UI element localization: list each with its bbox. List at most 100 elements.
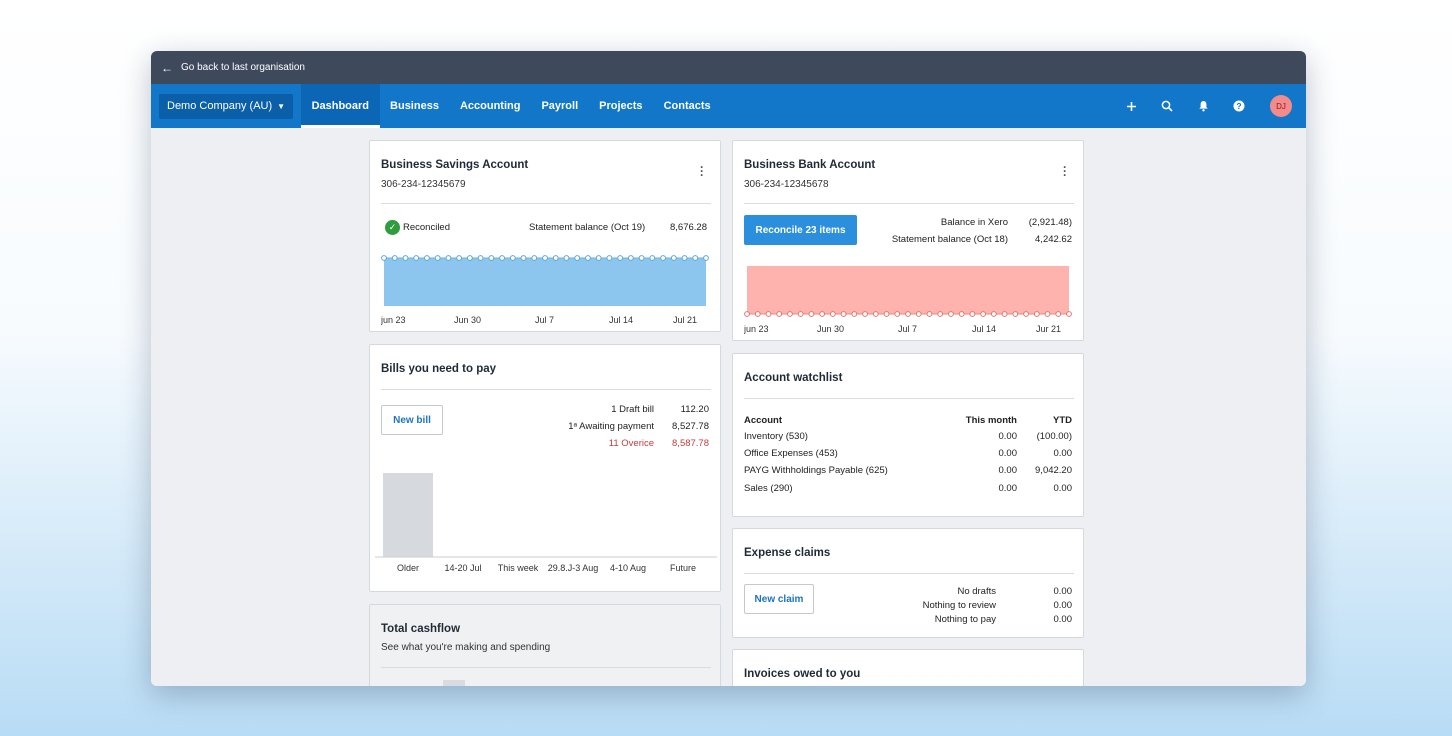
- org-switcher[interactable]: Demo Company (AU) ▼: [159, 93, 294, 119]
- tab-payroll[interactable]: Payroll: [541, 100, 579, 112]
- cashflow-bar: [443, 680, 465, 686]
- bills-awaiting-label[interactable]: 1ᵃ Awaiting payment: [568, 421, 654, 432]
- bills-draft-value: 112.20: [680, 404, 709, 415]
- chart-point: [990, 311, 997, 317]
- chart-point: [391, 255, 398, 261]
- chart-point: [797, 311, 804, 317]
- bills-title[interactable]: Bills you need to pay: [381, 363, 497, 375]
- chart-point: [466, 255, 473, 261]
- x-tick-label: Jul 14: [972, 324, 996, 334]
- back-bar[interactable]: ← Go back to last organisation: [151, 51, 1306, 84]
- chart-point: [670, 255, 677, 261]
- cashflow-card: Total cashflow See what you're making an…: [369, 604, 721, 686]
- x-tick-label: Jul 7: [535, 315, 554, 325]
- bank-title[interactable]: Business Bank Account: [744, 159, 876, 171]
- user-avatar[interactable]: DJ: [1270, 95, 1292, 117]
- chart-point: [1066, 311, 1072, 317]
- nav-tabs: Dashboard Business Accounting Payroll Pr…: [301, 84, 721, 128]
- bar-older: [383, 473, 433, 557]
- new-claim-button[interactable]: New claim: [744, 584, 814, 614]
- savings-number: 306-234-12345679: [381, 179, 466, 190]
- kebab-menu-icon[interactable]: · · ·: [1063, 160, 1067, 182]
- bell-icon[interactable]: [1194, 97, 1212, 115]
- help-icon[interactable]: ?: [1230, 97, 1248, 115]
- watchlist-ytd: 0.00: [1053, 483, 1073, 494]
- watchlist-account[interactable]: PAYG Withholdings Payable (625): [744, 465, 888, 476]
- chart-point: [488, 255, 495, 261]
- back-arrow-icon[interactable]: ←: [161, 60, 173, 75]
- bank-chart[interactable]: jun 23 Jun 30 Jul 7 Jul 14 Jur 21: [744, 261, 1074, 341]
- cashflow-title[interactable]: Total cashflow: [381, 623, 461, 635]
- x-tick-label: Jul 21: [673, 315, 697, 325]
- savings-chart[interactable]: jun 23 Jun 30 Jul 7 Jul 14 Jul 21: [381, 251, 711, 331]
- expense-review-value: 0.00: [1053, 600, 1073, 611]
- chart-point: [840, 311, 847, 317]
- bills-awaiting-value: 8,527.78: [672, 421, 709, 432]
- x-tick-label: 14-20 Jul: [444, 563, 481, 573]
- chart-point: [703, 255, 709, 261]
- bills-draft-label[interactable]: 1 Draft bill: [611, 404, 654, 415]
- x-tick-label: Jur 21: [1036, 324, 1061, 334]
- watchlist-account[interactable]: Office Expenses (453): [744, 448, 838, 459]
- x-tick-label: Jun 30: [454, 315, 481, 325]
- reconcile-button[interactable]: Reconcile 23 items: [744, 215, 857, 245]
- chart-point: [776, 311, 783, 317]
- divider: [381, 203, 711, 204]
- watchlist-account[interactable]: Inventory (530): [744, 431, 808, 442]
- chart-point: [617, 255, 624, 261]
- chart-point: [765, 311, 772, 317]
- bills-chart[interactable]: Older 14-20 Jul This week 29.8.J-3 Aug 4…: [375, 465, 717, 577]
- bills-overdue-label[interactable]: 11 Overice: [608, 438, 654, 449]
- chart-point: [787, 311, 793, 317]
- chart-point: [808, 311, 815, 317]
- statement-balance-value: 8,676.28: [670, 222, 707, 233]
- tab-contacts[interactable]: Contacts: [663, 100, 711, 112]
- expense-title[interactable]: Expense claims: [744, 547, 831, 559]
- x-tick-label: Jul 14: [609, 315, 633, 325]
- chart-point: [660, 255, 666, 261]
- tab-accounting[interactable]: Accounting: [459, 100, 521, 112]
- x-tick-label: jun 23: [744, 324, 769, 334]
- back-link[interactable]: Go back to last organisation: [181, 62, 305, 73]
- bank-account-card: Business Bank Account 306-234-12345678 ·…: [732, 140, 1084, 341]
- chart-point: [969, 311, 976, 317]
- watchlist-account[interactable]: Sales (290): [744, 483, 793, 494]
- chart-point: [883, 311, 890, 317]
- watchlist-ytd: 0.00: [1053, 448, 1073, 459]
- savings-title[interactable]: Business Savings Account: [381, 159, 529, 171]
- invoices-title[interactable]: Invoices owed to you: [744, 668, 861, 680]
- col-header-month: This month: [965, 415, 1017, 426]
- reconciled-status: Reconciled: [403, 222, 450, 233]
- search-icon[interactable]: [1158, 97, 1176, 115]
- chart-point: [1001, 311, 1008, 317]
- x-tick-label: This week: [498, 563, 539, 573]
- chart-point: [681, 255, 688, 261]
- divider: [744, 203, 1074, 204]
- x-tick-label: Jun 30: [817, 324, 844, 334]
- expense-review-label[interactable]: Nothing to review: [922, 600, 996, 611]
- tab-projects[interactable]: Projects: [599, 100, 643, 112]
- chart-point: [585, 255, 591, 261]
- plus-icon[interactable]: [1122, 97, 1140, 115]
- bills-card: Bills you need to pay New bill 1 Draft b…: [369, 344, 721, 592]
- x-tick-label: Older: [397, 563, 419, 573]
- watchlist-title[interactable]: Account watchlist: [744, 372, 843, 384]
- tab-business[interactable]: Business: [390, 100, 439, 112]
- chart-point: [915, 311, 922, 317]
- expense-drafts-label[interactable]: No drafts: [957, 586, 996, 597]
- tab-dashboard[interactable]: Dashboard: [301, 84, 381, 128]
- chart-point: [434, 255, 441, 261]
- main-navbar: Demo Company (AU) ▼ Dashboard Business A…: [151, 84, 1306, 128]
- expense-pay-label[interactable]: Nothing to pay: [934, 614, 996, 625]
- divider: [381, 389, 711, 390]
- kebab-menu-icon[interactable]: · · ·: [700, 160, 704, 182]
- chart-point: [595, 255, 602, 261]
- watchlist-ytd: (100.00): [1036, 431, 1072, 442]
- new-bill-button[interactable]: New bill: [381, 405, 443, 435]
- chart-point: [872, 311, 879, 317]
- expense-drafts-value: 0.00: [1053, 586, 1073, 597]
- chart-point: [606, 255, 613, 261]
- chart-point: [627, 255, 634, 261]
- col-header-account: Account: [744, 415, 782, 426]
- statement-balance-value: 4,242.62: [1035, 234, 1072, 245]
